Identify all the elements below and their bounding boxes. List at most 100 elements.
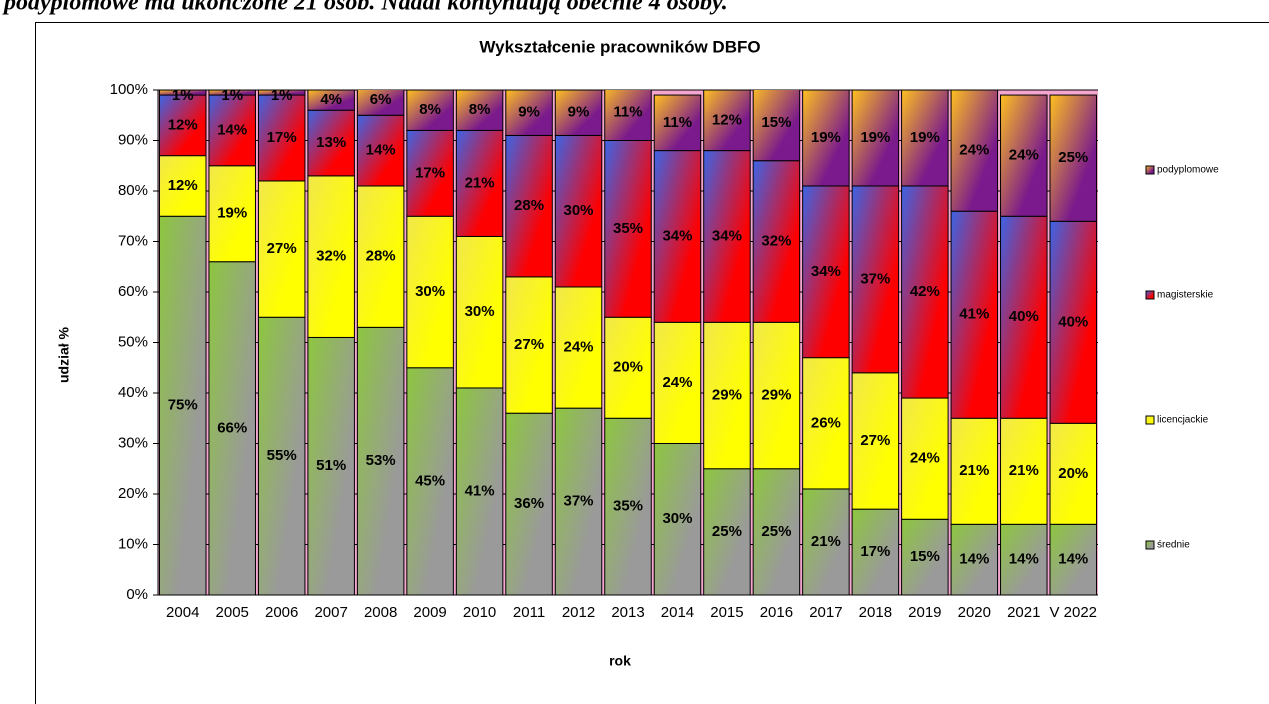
data-label: 21% bbox=[465, 174, 495, 191]
data-label: 14% bbox=[1009, 551, 1039, 568]
bar-segment bbox=[653, 150, 702, 323]
data-label: 66% bbox=[217, 419, 247, 436]
data-label: 24% bbox=[1009, 147, 1039, 164]
bar-segment bbox=[653, 321, 702, 444]
bar-segment bbox=[208, 90, 256, 96]
bar-segment bbox=[752, 90, 801, 162]
x-tick-label: 2014 bbox=[661, 604, 694, 621]
bar-segment bbox=[604, 140, 652, 318]
bar-segment bbox=[356, 326, 405, 595]
data-label: 11% bbox=[663, 114, 692, 131]
x-tick-label: 2008 bbox=[364, 604, 397, 621]
x-tick-label: 2006 bbox=[265, 604, 298, 621]
bar-segment bbox=[703, 90, 751, 152]
bar-segment bbox=[307, 90, 355, 111]
data-label: 41% bbox=[959, 306, 989, 323]
data-label: 28% bbox=[366, 248, 396, 265]
bar-segment bbox=[158, 90, 207, 96]
y-tick-label: 80% bbox=[118, 182, 148, 199]
bar-segment bbox=[752, 321, 801, 470]
data-label: 12% bbox=[712, 111, 742, 128]
data-label: 19% bbox=[217, 205, 247, 222]
bar-segment bbox=[1049, 422, 1098, 525]
data-label: 28% bbox=[514, 197, 544, 214]
data-label: 24% bbox=[564, 339, 594, 356]
x-tick-label: 2012 bbox=[562, 604, 595, 621]
data-label: 40% bbox=[1009, 308, 1039, 325]
y-tick-label: 90% bbox=[118, 131, 148, 148]
bar-segment bbox=[950, 523, 999, 595]
data-label: 53% bbox=[366, 452, 396, 469]
data-label: 14% bbox=[1058, 551, 1088, 568]
data-label: 1% bbox=[271, 87, 293, 104]
data-label: 51% bbox=[316, 457, 346, 474]
x-axis-label: rok bbox=[609, 653, 631, 669]
data-label: 15% bbox=[761, 114, 791, 131]
data-label: 14% bbox=[217, 121, 247, 138]
bar-segment bbox=[604, 90, 652, 141]
y-tick-label: 30% bbox=[118, 434, 148, 451]
data-label: 24% bbox=[959, 142, 989, 159]
data-label: 14% bbox=[959, 551, 989, 568]
bar-segment bbox=[901, 397, 949, 520]
data-label: 15% bbox=[910, 548, 940, 565]
x-tick-label: 2020 bbox=[958, 604, 991, 621]
header-text: podyplomowe ma ukończone 21 osób. Nadal … bbox=[2, 0, 728, 16]
data-label: 17% bbox=[267, 129, 297, 146]
bar-segment bbox=[1049, 94, 1098, 222]
data-label: 35% bbox=[613, 220, 643, 237]
data-label: 24% bbox=[662, 374, 692, 391]
y-tick-label: 60% bbox=[118, 283, 148, 300]
legend-swatch bbox=[1145, 165, 1155, 175]
bar-segment bbox=[950, 417, 999, 525]
data-label: 27% bbox=[514, 336, 544, 353]
data-label: 24% bbox=[910, 450, 940, 467]
bar-segment bbox=[604, 316, 652, 419]
data-label: 37% bbox=[564, 493, 594, 510]
data-label: 26% bbox=[811, 414, 841, 431]
data-label: 30% bbox=[564, 202, 594, 219]
bar-segment bbox=[703, 321, 751, 470]
x-tick-label: 2019 bbox=[908, 604, 941, 621]
x-tick-label: 2015 bbox=[710, 604, 743, 621]
bar-segment bbox=[1049, 523, 1098, 595]
bar-segment bbox=[1049, 220, 1098, 424]
bar-segment bbox=[554, 286, 603, 409]
bar-segment bbox=[752, 160, 801, 323]
data-label: 42% bbox=[910, 283, 940, 300]
bar-segment bbox=[257, 180, 306, 318]
bar-segment bbox=[851, 508, 900, 595]
bar-segment bbox=[1000, 94, 1048, 217]
bar-segment bbox=[901, 518, 949, 595]
data-label: 27% bbox=[267, 240, 297, 257]
data-label: 30% bbox=[662, 510, 692, 527]
bar-segment bbox=[703, 150, 751, 323]
bar-segment bbox=[307, 109, 355, 177]
y-tick-label: 40% bbox=[118, 384, 148, 401]
data-label: 21% bbox=[959, 462, 989, 479]
data-label: 14% bbox=[366, 142, 396, 159]
bar-segment bbox=[208, 261, 256, 595]
data-label: 32% bbox=[316, 248, 346, 265]
bar-segment bbox=[505, 134, 553, 278]
legend-label: licencjackie bbox=[1157, 415, 1209, 426]
x-tick-label: 2011 bbox=[513, 604, 545, 621]
bar-segment bbox=[1000, 417, 1048, 525]
data-label: 9% bbox=[568, 104, 590, 121]
data-label: 34% bbox=[712, 227, 742, 244]
bar-segment bbox=[604, 417, 652, 595]
bar-segment bbox=[554, 134, 603, 288]
data-label: 41% bbox=[465, 482, 495, 499]
data-label: 9% bbox=[518, 104, 540, 121]
data-label: 30% bbox=[465, 303, 495, 320]
bar-segment bbox=[208, 94, 256, 167]
bar-segment bbox=[257, 94, 306, 182]
data-label: 34% bbox=[662, 227, 692, 244]
bar-segment bbox=[406, 215, 454, 369]
bar-segment bbox=[802, 90, 850, 187]
x-tick-label: 2004 bbox=[166, 604, 199, 621]
data-label: 1% bbox=[172, 87, 194, 104]
legend-label: średnie bbox=[1157, 540, 1190, 551]
bar-segment bbox=[455, 235, 504, 389]
